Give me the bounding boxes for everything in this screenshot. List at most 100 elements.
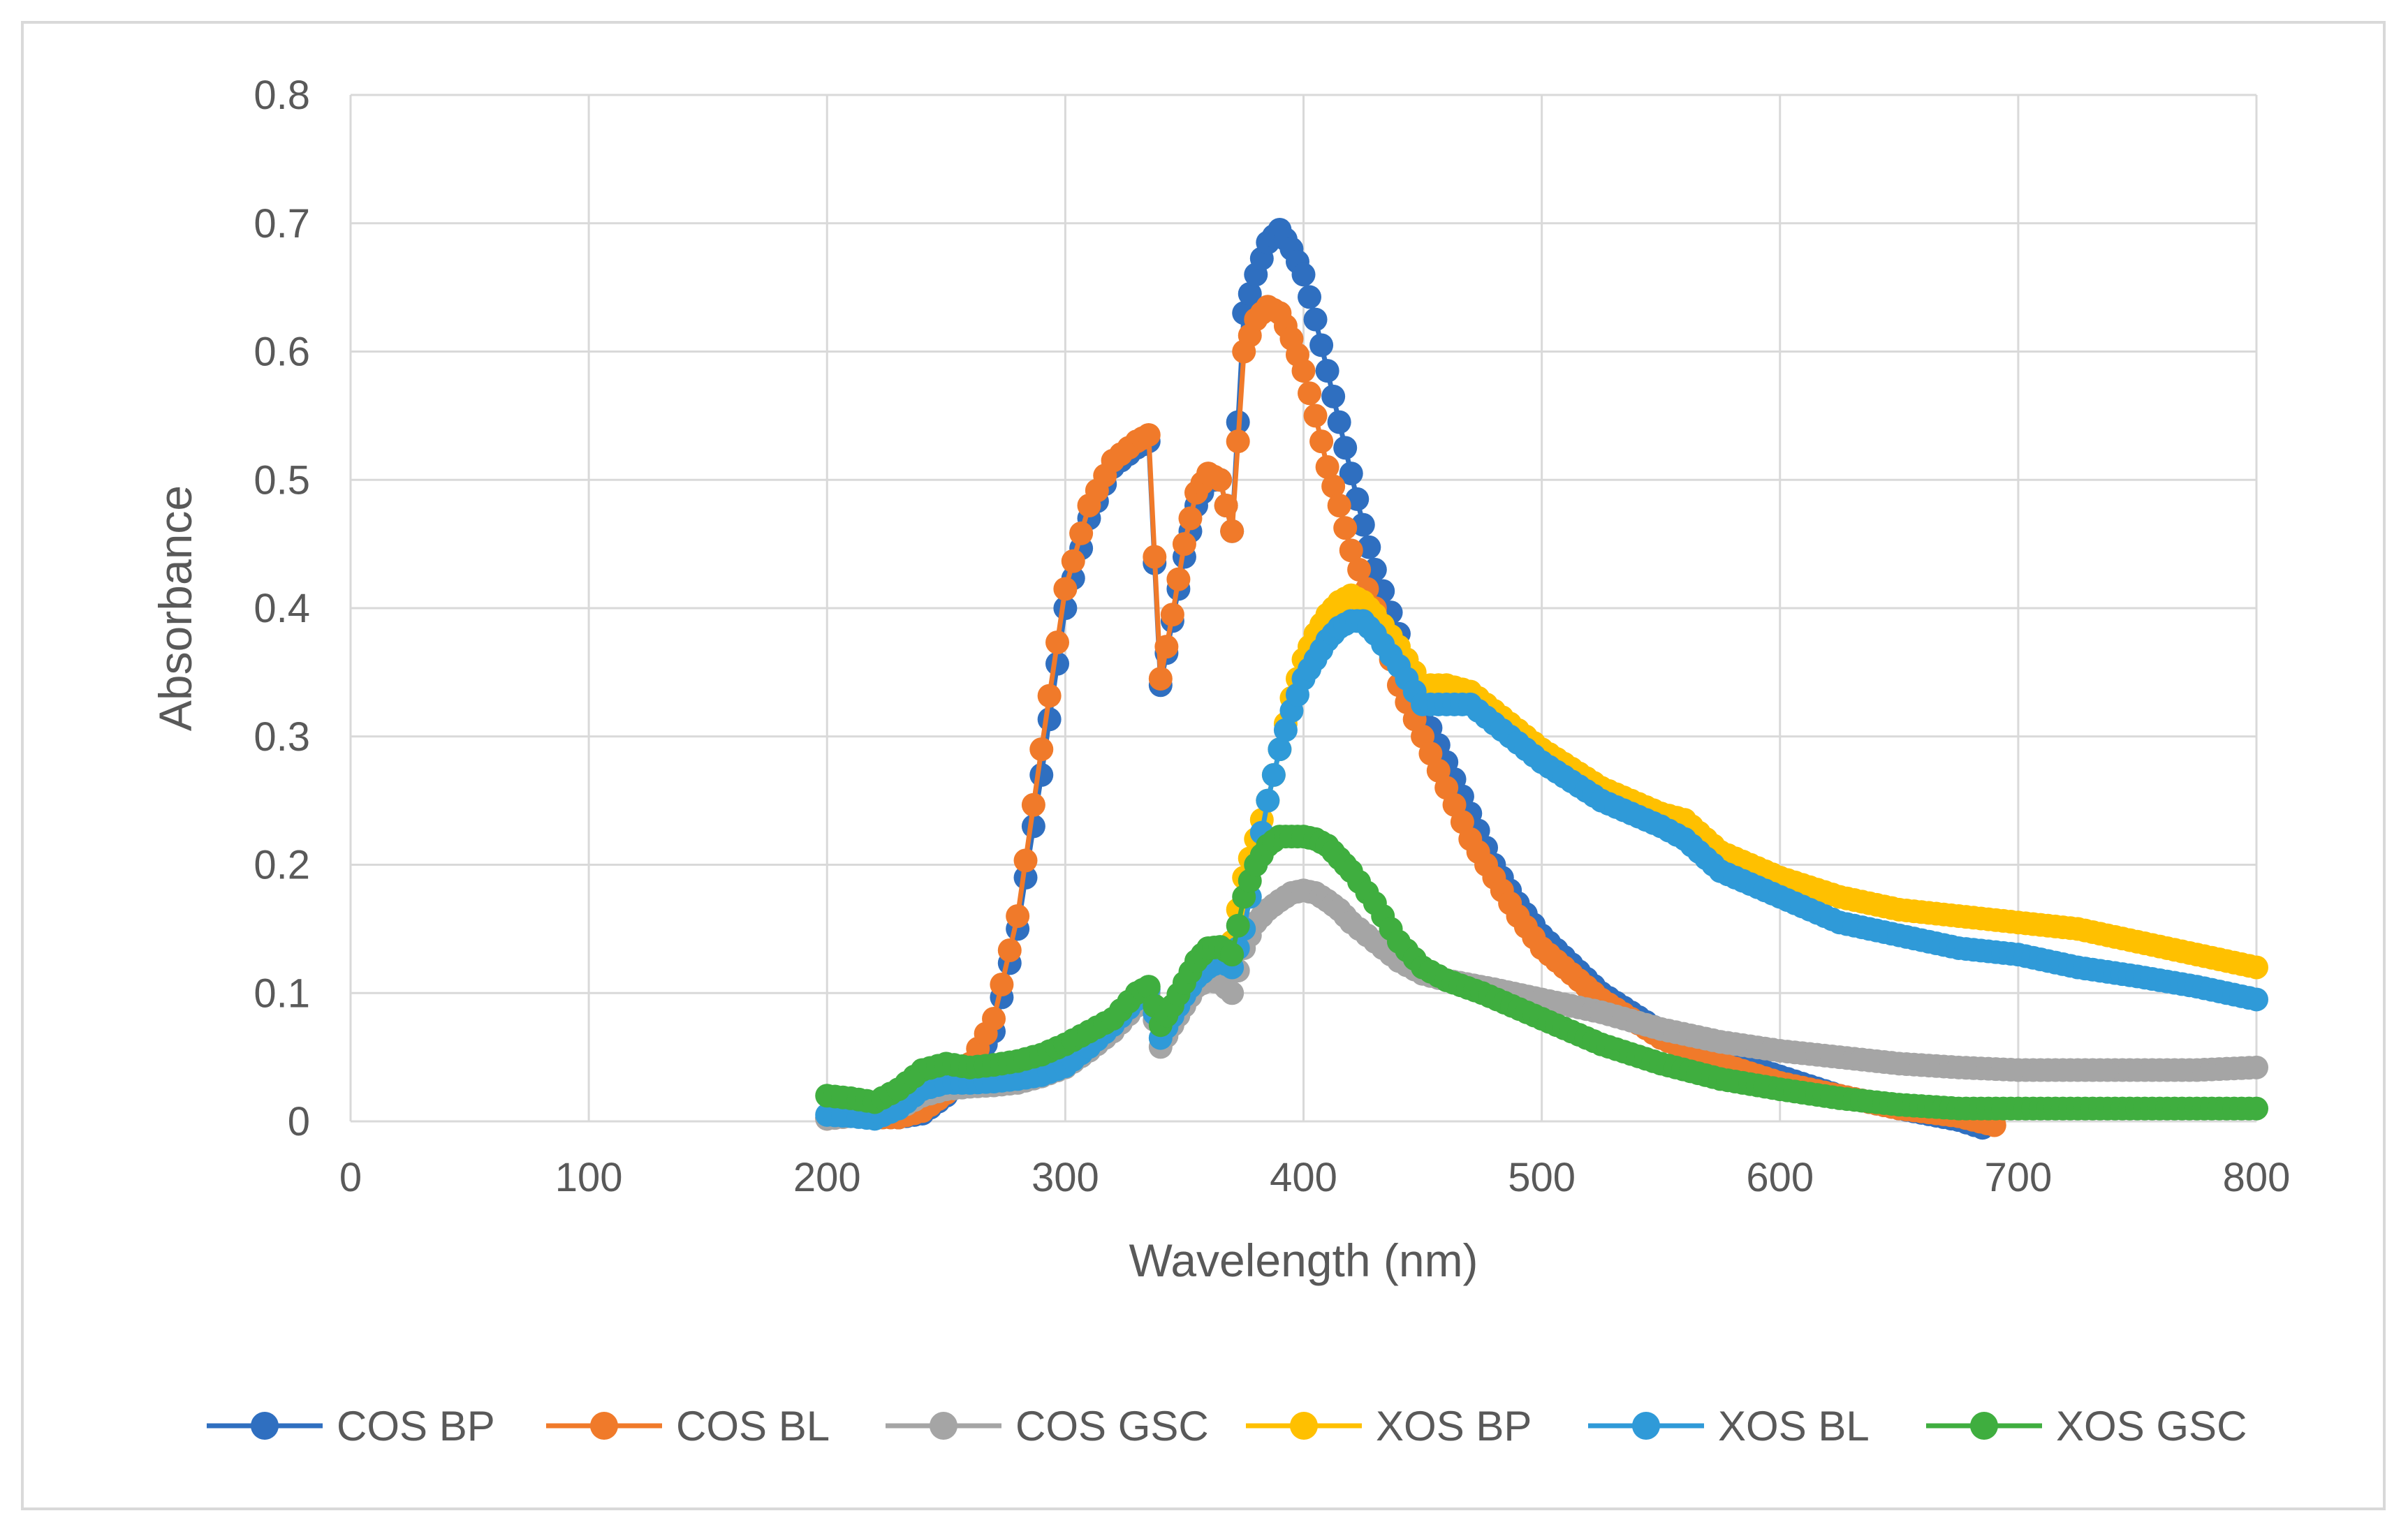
y-tick-label: 0.7 [254, 201, 310, 246]
data-point [1298, 381, 1322, 406]
legend-label: XOS BL [1718, 1403, 1870, 1450]
x-tick-label: 700 [1984, 1155, 2052, 1200]
data-point [1136, 422, 1161, 447]
data-point [1303, 307, 1328, 332]
data-point [1303, 404, 1328, 428]
x-tick-label: 800 [2223, 1155, 2291, 1200]
data-point [1006, 904, 1030, 928]
data-point [1013, 848, 1038, 873]
chart-svg: 0 0.1 0.2 0.3 0.4 0.5 0.6 0.7 0.8 0 100 200 300 400 50… [149, 73, 2290, 1450]
legend-item: XOS BL [1588, 1403, 1870, 1450]
legend-item: COS BP [207, 1403, 495, 1450]
data-point [2245, 987, 2268, 1012]
series-xos-gsc [815, 825, 2268, 1121]
data-point [1045, 630, 1070, 654]
legend-label: COS BP [337, 1403, 495, 1450]
data-point [1339, 462, 1363, 486]
data-point [1069, 521, 1094, 545]
legend: COS BP COS BL COS GSC XOS BP XOS BL XOS GSC [207, 1403, 2247, 1450]
y-tick-label: 0.4 [254, 586, 310, 631]
data-point [1238, 281, 1262, 306]
data-point [1178, 506, 1203, 531]
x-tick-label: 100 [555, 1155, 623, 1200]
data-point [1315, 455, 1339, 479]
data-point [1347, 557, 1372, 582]
x-tick-label: 0 [339, 1155, 362, 1200]
legend-item: XOS BP [1246, 1403, 1532, 1450]
data-point [1220, 981, 1245, 1005]
data-point [1053, 577, 1078, 601]
legend-item: COS BL [546, 1403, 830, 1450]
data-point [1220, 519, 1245, 543]
y-tick-label: 0.1 [254, 971, 310, 1016]
data-point [1321, 474, 1346, 499]
legend-marker [930, 1412, 957, 1440]
data-point [1208, 468, 1233, 492]
x-tick-label: 300 [1032, 1155, 1099, 1200]
data-point [1327, 410, 1351, 434]
data-point [1160, 603, 1184, 627]
data-point [1291, 263, 1316, 287]
x-axis-title: Wavelength (nm) [1129, 1234, 1478, 1286]
data-point [1345, 487, 1370, 511]
data-point [1273, 718, 1298, 742]
y-axis-title: Absorbance [149, 485, 201, 731]
data-point [1136, 975, 1161, 999]
y-tick-label: 0.2 [254, 843, 310, 888]
legend-label: XOS GSC [2056, 1403, 2247, 1450]
legend-marker [590, 1412, 618, 1440]
data-point [2245, 1055, 2268, 1079]
legend-label: COS GSC [1015, 1403, 1209, 1450]
data-point [1143, 545, 1167, 569]
legend-marker [251, 1412, 279, 1440]
data-point [982, 1007, 1006, 1031]
data-point [1309, 429, 1334, 454]
y-tick-label: 0 [288, 1099, 310, 1144]
legend-marker [1290, 1412, 1318, 1440]
data-point [1226, 913, 1250, 938]
legend-marker [1970, 1412, 1998, 1440]
legend-item: COS GSC [886, 1403, 1209, 1450]
data-point [1037, 684, 1062, 708]
legend-item: XOS GSC [1926, 1403, 2247, 1450]
data-point [1166, 567, 1191, 591]
data-point [1333, 436, 1358, 460]
grid-layer [349, 94, 2258, 1123]
y-tick-label: 0.8 [254, 73, 310, 118]
data-point [1261, 762, 1286, 787]
y-tick-label: 0.3 [254, 714, 310, 760]
series-layer [815, 217, 2268, 1140]
chart-frame: 0 0.1 0.2 0.3 0.4 0.5 0.6 0.7 0.8 0 100 200 300 400 50… [21, 21, 2386, 1510]
data-point [1220, 943, 1245, 967]
data-point [1154, 635, 1179, 659]
data-point [1291, 359, 1316, 383]
data-point [1172, 532, 1196, 556]
data-point [1315, 359, 1339, 383]
data-point [1029, 737, 1054, 762]
data-point [1298, 285, 1322, 309]
data-point [1148, 667, 1173, 691]
data-point [1214, 494, 1238, 517]
data-point [2245, 955, 2268, 980]
y-tick-label: 0.5 [254, 457, 310, 503]
legend-label: XOS BP [1376, 1403, 1532, 1450]
data-point [990, 973, 1014, 996]
data-point [1333, 516, 1358, 540]
data-point [1061, 549, 1085, 573]
series-cos-bl [815, 295, 2006, 1137]
data-point [1357, 535, 1381, 559]
data-point [1321, 384, 1346, 408]
x-tick-label: 500 [1508, 1155, 1576, 1200]
data-point [1339, 538, 1363, 563]
legend-label: COS BL [676, 1403, 830, 1450]
data-point [1351, 512, 1375, 537]
data-point [1021, 792, 1045, 817]
data-point [997, 938, 1022, 962]
data-point [1309, 333, 1334, 357]
data-point [1256, 788, 1280, 813]
tick-layer: 0 0.1 0.2 0.3 0.4 0.5 0.6 0.7 0.8 0 100 200 300 400 50… [254, 73, 2290, 1200]
data-point [2245, 1096, 2268, 1121]
data-point [1268, 737, 1292, 762]
x-tick-label: 600 [1746, 1155, 1814, 1200]
series-xos-bl [815, 609, 2268, 1131]
